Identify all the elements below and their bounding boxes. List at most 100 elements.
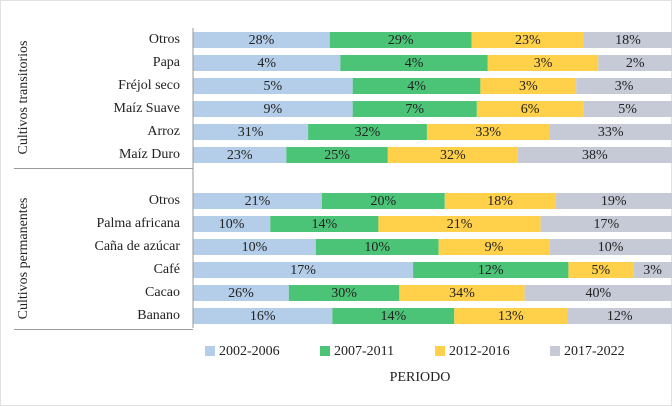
bar-segment [321, 193, 445, 209]
value-label: 4% [407, 79, 426, 94]
bar-segment [517, 147, 672, 163]
bar-segment [332, 308, 455, 324]
value-label: 38% [582, 148, 608, 163]
category-label: Cacao [145, 285, 180, 300]
value-label: 26% [228, 286, 254, 301]
bar-segment [568, 262, 634, 278]
bar-segment [193, 147, 287, 163]
category-label: Banano [137, 308, 180, 323]
bar-segment [399, 285, 525, 301]
value-label: 28% [249, 33, 275, 48]
bar-segment [329, 32, 472, 48]
value-label: 32% [355, 125, 381, 140]
value-label: 18% [487, 194, 513, 209]
value-label: 40% [585, 286, 611, 301]
bar-segment [352, 78, 481, 94]
legend-label: 2012-2016 [449, 344, 510, 359]
group-label: Cultivos permanentes [16, 198, 31, 320]
bar-segment [315, 239, 439, 255]
value-label: 9% [263, 102, 282, 117]
bar-segment [193, 101, 353, 117]
value-label: 13% [498, 309, 524, 324]
value-label: 33% [598, 125, 624, 140]
value-label: 10% [219, 217, 245, 232]
category-label: Papa [153, 55, 181, 70]
bar-segment [193, 308, 333, 324]
bar-segment [193, 216, 271, 232]
legend-label: 2007-2011 [334, 344, 394, 359]
value-label: 25% [324, 148, 350, 163]
value-label: 4% [257, 56, 276, 71]
bar-segment [387, 147, 518, 163]
legend-swatch [205, 346, 215, 356]
value-label: 32% [440, 148, 466, 163]
value-label: 31% [238, 125, 264, 140]
bar-segment [540, 216, 672, 232]
value-label: 3% [519, 79, 538, 94]
value-label: 9% [485, 240, 504, 255]
x-axis-label: PERIODO [390, 370, 451, 385]
bar-segment [193, 78, 353, 94]
bar-segment [193, 262, 414, 278]
value-label: 3% [534, 56, 553, 71]
bar-segment [308, 124, 427, 140]
value-label: 12% [478, 263, 504, 278]
bar-segment [288, 285, 400, 301]
value-label: 20% [371, 194, 397, 209]
category-label: Café [154, 262, 180, 277]
value-label: 23% [515, 33, 541, 48]
category-label: Fréjol seco [118, 78, 180, 93]
value-label: 17% [593, 217, 619, 232]
bar-segment [471, 32, 585, 48]
bar-segment [476, 101, 584, 117]
category-label: Palma africana [96, 216, 180, 231]
value-label: 6% [521, 102, 540, 117]
value-label: 21% [447, 217, 473, 232]
category-label: Otros [149, 32, 180, 47]
bar-segment [270, 216, 379, 232]
value-label: 33% [475, 125, 501, 140]
legend-swatch [550, 346, 560, 356]
bar-segment [454, 308, 568, 324]
category-label: Otros [149, 193, 180, 208]
value-label: 34% [449, 286, 475, 301]
group-label: Cultivos transitorios [16, 41, 31, 155]
bar-segment [438, 239, 550, 255]
legend-label: 2017-2022 [564, 344, 625, 359]
value-label: 5% [263, 79, 282, 94]
bar-segment [286, 147, 388, 163]
bar-segment [193, 32, 330, 48]
bar-segment [193, 285, 289, 301]
bar-segment [193, 124, 309, 140]
value-label: 14% [312, 217, 338, 232]
value-label: 5% [618, 102, 637, 117]
legend-swatch [435, 346, 445, 356]
value-label: 21% [245, 194, 271, 209]
bar-segment [598, 55, 672, 71]
value-label: 30% [331, 286, 357, 301]
value-label: 7% [405, 102, 424, 117]
value-label: 10% [242, 240, 268, 255]
bar-segment [352, 101, 477, 117]
bar-segment [340, 55, 488, 71]
bar-segment [524, 285, 672, 301]
value-label: 10% [364, 240, 390, 255]
value-label: 5% [591, 263, 610, 278]
value-label: 3% [615, 79, 634, 94]
bar-segment [567, 308, 672, 324]
bar-segment [555, 193, 672, 209]
value-label: 3% [643, 263, 662, 278]
category-label: Maíz Duro [119, 147, 180, 162]
bar-segment [549, 124, 672, 140]
legend-swatch [320, 346, 330, 356]
bar-segment [633, 262, 672, 278]
category-label: Arroz [147, 124, 180, 139]
value-label: 19% [601, 194, 627, 209]
legend-label: 2002-2006 [219, 344, 280, 359]
bar-segment [378, 216, 541, 232]
value-label: 29% [388, 33, 414, 48]
value-label: 16% [250, 309, 276, 324]
value-label: 2% [626, 56, 645, 71]
bar-segment [487, 55, 599, 71]
